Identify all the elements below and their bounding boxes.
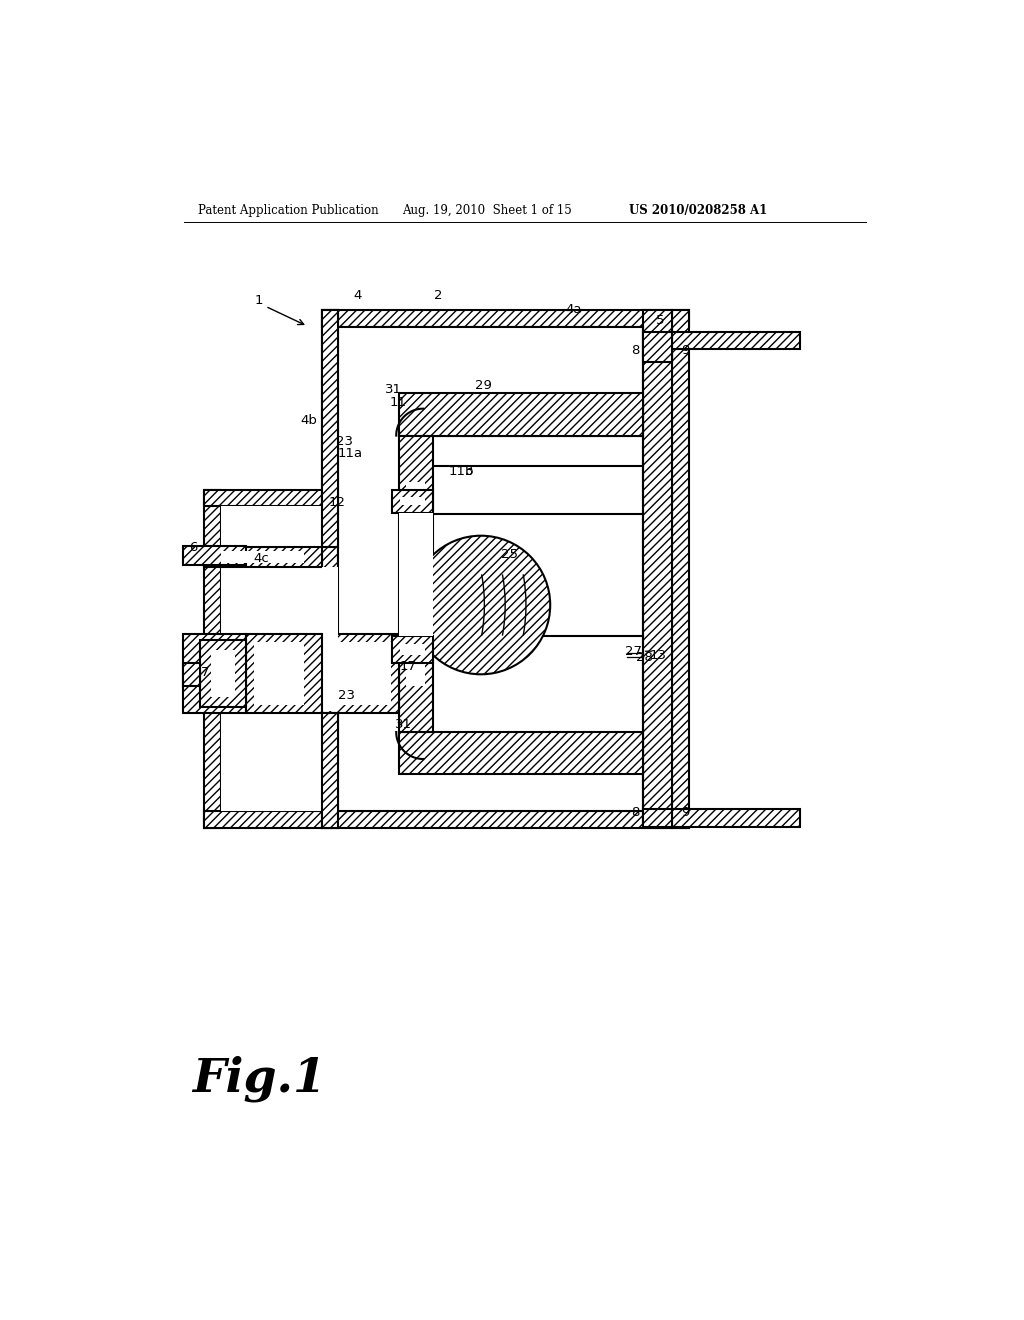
Text: 9: 9: [681, 345, 689, 358]
Text: 5: 5: [656, 314, 665, 326]
Bar: [672, 809, 801, 826]
Bar: [220, 507, 322, 812]
Bar: [200, 640, 246, 706]
Bar: [322, 635, 398, 713]
Text: 8: 8: [631, 807, 639, 820]
Text: 17: 17: [399, 660, 417, 673]
Text: 4b: 4b: [301, 413, 317, 426]
Text: 28: 28: [637, 651, 653, 664]
Text: 7: 7: [201, 667, 210, 680]
Bar: [400, 644, 425, 655]
Text: 11a: 11a: [338, 446, 362, 459]
Text: 4a: 4a: [566, 302, 583, 315]
Text: 11b: 11b: [449, 465, 474, 478]
Text: 6: 6: [189, 541, 198, 554]
Bar: [322, 566, 339, 711]
Bar: [204, 812, 322, 829]
Text: Fig.1: Fig.1: [193, 1055, 326, 1102]
Bar: [322, 812, 689, 829]
Text: 27: 27: [625, 644, 642, 657]
Text: 31: 31: [395, 718, 413, 731]
Text: 11: 11: [389, 396, 407, 409]
Bar: [211, 649, 234, 697]
Circle shape: [412, 536, 550, 675]
Bar: [398, 393, 643, 436]
Bar: [398, 436, 433, 733]
Bar: [204, 490, 220, 829]
Text: 1: 1: [254, 294, 262, 308]
Bar: [246, 635, 322, 713]
Bar: [204, 548, 322, 566]
Text: 4c: 4c: [254, 552, 269, 565]
Text: 25: 25: [501, 548, 518, 561]
Text: 13: 13: [649, 648, 667, 661]
Bar: [322, 713, 339, 829]
Text: Patent Application Publication: Patent Application Publication: [199, 205, 379, 218]
Text: 12: 12: [329, 496, 345, 510]
Bar: [398, 512, 433, 636]
Text: Aug. 19, 2010  Sheet 1 of 15: Aug. 19, 2010 Sheet 1 of 15: [401, 205, 571, 218]
Bar: [183, 663, 200, 686]
Text: US 2010/0208258 A1: US 2010/0208258 A1: [629, 205, 767, 218]
Text: 9: 9: [681, 807, 689, 820]
Bar: [322, 310, 339, 829]
Bar: [322, 310, 339, 548]
Bar: [398, 733, 643, 775]
Text: 8: 8: [631, 345, 639, 358]
Bar: [400, 498, 425, 506]
Bar: [392, 490, 433, 512]
Bar: [183, 545, 246, 565]
Bar: [672, 331, 801, 350]
Text: 2: 2: [434, 289, 442, 302]
Bar: [643, 331, 672, 363]
Bar: [339, 327, 672, 812]
Bar: [322, 310, 689, 327]
Bar: [643, 310, 672, 829]
Bar: [330, 642, 391, 705]
Bar: [204, 490, 322, 507]
Text: 29: 29: [475, 379, 492, 392]
Bar: [643, 809, 672, 826]
Bar: [672, 310, 689, 829]
Bar: [183, 635, 246, 713]
Bar: [254, 642, 304, 705]
Text: 23: 23: [336, 436, 353, 449]
Bar: [407, 482, 425, 686]
Bar: [220, 552, 304, 562]
Text: 4: 4: [353, 289, 361, 302]
Bar: [392, 636, 433, 663]
Text: 3: 3: [465, 465, 474, 478]
Text: 23: 23: [338, 689, 354, 702]
Text: 31: 31: [385, 383, 402, 396]
